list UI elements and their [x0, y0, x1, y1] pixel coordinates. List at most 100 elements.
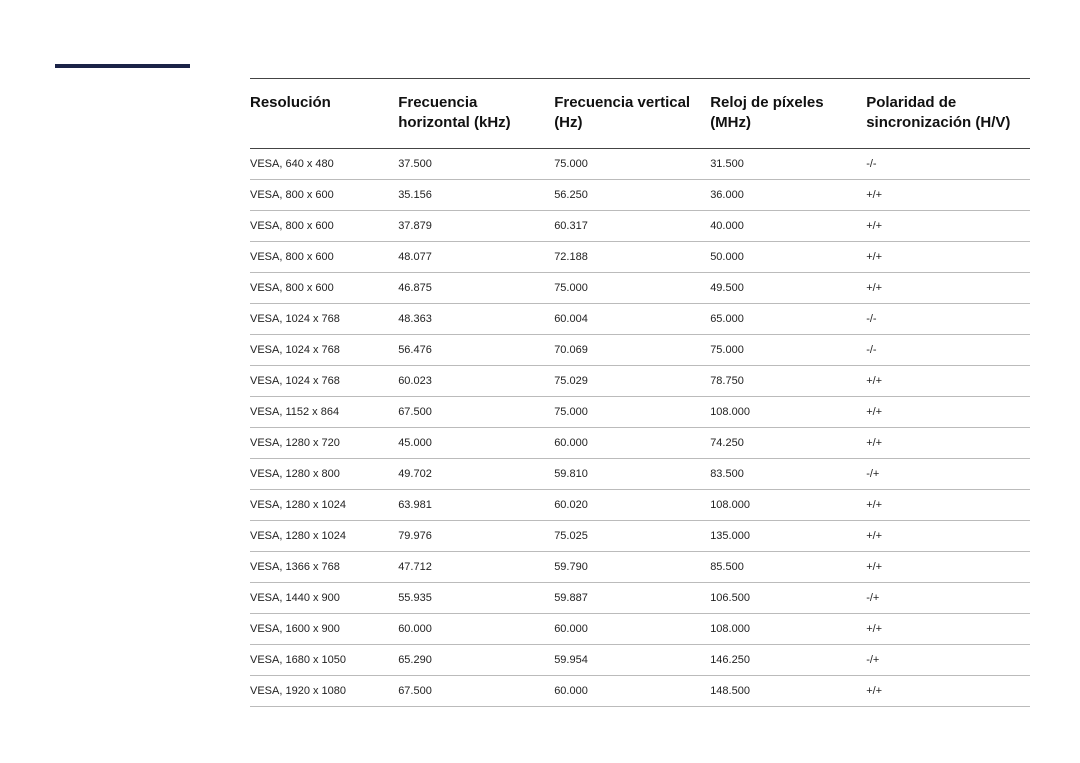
- table-cell: VESA, 1024 x 768: [250, 334, 398, 365]
- table-cell: 67.500: [398, 675, 554, 706]
- col-header-hfreq: Frecuencia horizontal (kHz): [398, 79, 554, 149]
- col-header-vfreq: Frecuencia vertical (Hz): [554, 79, 710, 149]
- spec-table: Resolución Frecuencia horizontal (kHz) F…: [250, 78, 1030, 707]
- table-cell: 74.250: [710, 427, 866, 458]
- table-cell: VESA, 640 x 480: [250, 148, 398, 179]
- table-cell: 60.004: [554, 303, 710, 334]
- table-cell: 83.500: [710, 458, 866, 489]
- table-cell: +/+: [866, 210, 1030, 241]
- table-cell: 36.000: [710, 179, 866, 210]
- table-cell: VESA, 1280 x 1024: [250, 489, 398, 520]
- table-cell: 60.000: [554, 427, 710, 458]
- table-cell: -/+: [866, 458, 1030, 489]
- table-cell: 48.077: [398, 241, 554, 272]
- table-cell: VESA, 800 x 600: [250, 272, 398, 303]
- table-cell: 108.000: [710, 489, 866, 520]
- table-cell: 59.790: [554, 551, 710, 582]
- table-cell: 31.500: [710, 148, 866, 179]
- sidebar-mark: [55, 64, 190, 68]
- col-header-pixelclock: Reloj de píxeles (MHz): [710, 79, 866, 149]
- table-cell: VESA, 1024 x 768: [250, 303, 398, 334]
- table-cell: 46.875: [398, 272, 554, 303]
- table-cell: 49.702: [398, 458, 554, 489]
- table-cell: VESA, 1600 x 900: [250, 613, 398, 644]
- table-row: VESA, 1280 x 72045.00060.00074.250+/+: [250, 427, 1030, 458]
- table-cell: VESA, 800 x 600: [250, 179, 398, 210]
- table-cell: 56.476: [398, 334, 554, 365]
- table-cell: 37.500: [398, 148, 554, 179]
- table-cell: 63.981: [398, 489, 554, 520]
- table-cell: -/-: [866, 303, 1030, 334]
- table-row: VESA, 640 x 48037.50075.00031.500-/-: [250, 148, 1030, 179]
- table-cell: VESA, 1366 x 768: [250, 551, 398, 582]
- table-cell: 60.023: [398, 365, 554, 396]
- table-row: VESA, 1024 x 76856.47670.06975.000-/-: [250, 334, 1030, 365]
- table-cell: +/+: [866, 365, 1030, 396]
- table-row: VESA, 800 x 60035.15656.25036.000+/+: [250, 179, 1030, 210]
- table-cell: VESA, 1280 x 720: [250, 427, 398, 458]
- table-cell: 79.976: [398, 520, 554, 551]
- table-cell: VESA, 800 x 600: [250, 241, 398, 272]
- table-cell: 47.712: [398, 551, 554, 582]
- table-cell: 148.500: [710, 675, 866, 706]
- table-cell: 106.500: [710, 582, 866, 613]
- table-row: VESA, 1600 x 90060.00060.000108.000+/+: [250, 613, 1030, 644]
- table-cell: 67.500: [398, 396, 554, 427]
- table-cell: 55.935: [398, 582, 554, 613]
- table-cell: 60.000: [554, 613, 710, 644]
- table-cell: 60.317: [554, 210, 710, 241]
- table-cell: 75.000: [554, 148, 710, 179]
- table-cell: 135.000: [710, 520, 866, 551]
- table-cell: 75.025: [554, 520, 710, 551]
- table-cell: 60.020: [554, 489, 710, 520]
- table-cell: +/+: [866, 179, 1030, 210]
- col-header-resolution: Resolución: [250, 79, 398, 149]
- table-cell: 60.000: [398, 613, 554, 644]
- table-cell: 45.000: [398, 427, 554, 458]
- table-cell: 48.363: [398, 303, 554, 334]
- table-cell: 56.250: [554, 179, 710, 210]
- table-cell: 59.810: [554, 458, 710, 489]
- table-cell: 78.750: [710, 365, 866, 396]
- table-row: VESA, 1024 x 76848.36360.00465.000-/-: [250, 303, 1030, 334]
- table-row: VESA, 1152 x 86467.50075.000108.000+/+: [250, 396, 1030, 427]
- table-cell: +/+: [866, 241, 1030, 272]
- table-cell: VESA, 1920 x 1080: [250, 675, 398, 706]
- table-row: VESA, 1280 x 102463.98160.020108.000+/+: [250, 489, 1030, 520]
- table-cell: +/+: [866, 520, 1030, 551]
- table-row: VESA, 800 x 60046.87575.00049.500+/+: [250, 272, 1030, 303]
- table-row: VESA, 1280 x 80049.70259.81083.500-/+: [250, 458, 1030, 489]
- table-cell: 37.879: [398, 210, 554, 241]
- table-cell: VESA, 1680 x 1050: [250, 644, 398, 675]
- table-cell: -/+: [866, 582, 1030, 613]
- table-row: VESA, 1920 x 108067.50060.000148.500+/+: [250, 675, 1030, 706]
- table-cell: 40.000: [710, 210, 866, 241]
- table-cell: VESA, 800 x 600: [250, 210, 398, 241]
- col-header-polarity: Polaridad de sincronización (H/V): [866, 79, 1030, 149]
- table-row: VESA, 1280 x 102479.97675.025135.000+/+: [250, 520, 1030, 551]
- table-row: VESA, 1366 x 76847.71259.79085.500+/+: [250, 551, 1030, 582]
- table-cell: VESA, 1280 x 800: [250, 458, 398, 489]
- table-row: VESA, 800 x 60037.87960.31740.000+/+: [250, 210, 1030, 241]
- table-row: VESA, 1680 x 105065.29059.954146.250-/+: [250, 644, 1030, 675]
- table-cell: +/+: [866, 675, 1030, 706]
- table-cell: VESA, 1440 x 900: [250, 582, 398, 613]
- table-cell: +/+: [866, 551, 1030, 582]
- table-cell: 60.000: [554, 675, 710, 706]
- table-cell: 85.500: [710, 551, 866, 582]
- table-cell: 146.250: [710, 644, 866, 675]
- table-cell: 72.188: [554, 241, 710, 272]
- table-cell: VESA, 1024 x 768: [250, 365, 398, 396]
- table-cell: 108.000: [710, 396, 866, 427]
- table-cell: 50.000: [710, 241, 866, 272]
- table-cell: 65.290: [398, 644, 554, 675]
- table-row: VESA, 1024 x 76860.02375.02978.750+/+: [250, 365, 1030, 396]
- table-cell: 108.000: [710, 613, 866, 644]
- table-cell: 49.500: [710, 272, 866, 303]
- table-row: VESA, 1440 x 90055.93559.887106.500-/+: [250, 582, 1030, 613]
- table-cell: -/+: [866, 644, 1030, 675]
- table-cell: -/-: [866, 148, 1030, 179]
- spec-table-container: Resolución Frecuencia horizontal (kHz) F…: [250, 78, 1030, 707]
- table-cell: -/-: [866, 334, 1030, 365]
- table-cell: 75.000: [554, 272, 710, 303]
